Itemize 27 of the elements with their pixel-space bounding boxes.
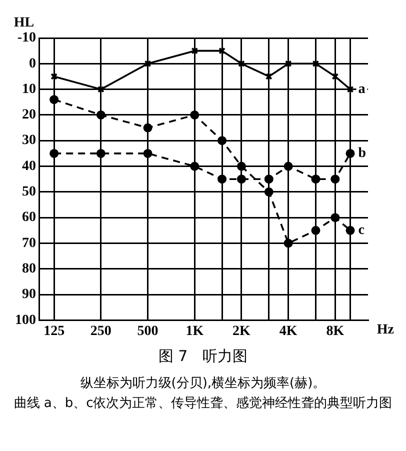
y-tick-label: -10	[17, 30, 36, 46]
x-tick-label: 125	[44, 324, 65, 340]
y-tick-label: 90	[22, 287, 36, 302]
x-tick-label: 4K	[279, 324, 298, 340]
y-tick-label: 80	[22, 262, 36, 276]
y-tick-label: 50	[22, 184, 36, 200]
text: 曲线 a、b、c依次为正常、传导性聋、感觉神经性聋的典型听力图	[12, 395, 394, 412]
text: 图 7 听力图	[157, 347, 249, 366]
text: 纵坐标为听力级(分贝),横坐标为频率(赫)。	[79, 375, 327, 392]
y-tick-label: 60	[22, 210, 36, 226]
x-tick-label: 8K	[326, 324, 344, 340]
x-tick-label: 2K	[232, 324, 251, 340]
series-label: a	[358, 82, 366, 97]
y-tick-label: 20	[22, 108, 36, 123]
x-axis-title: Hz	[376, 322, 394, 338]
y-tick-label: 10	[22, 82, 36, 97]
series-label: c	[358, 223, 364, 238]
y-tick-label: 100	[15, 312, 36, 328]
y-tick-label: 40	[22, 158, 36, 174]
y-tick-label: 70	[22, 236, 36, 251]
series-label: b	[358, 146, 366, 162]
x-tick-label: 1K	[186, 324, 204, 340]
y-axis-title: HL	[14, 16, 34, 31]
x-tick-label: 500	[137, 324, 158, 340]
y-tick-label: 30	[22, 133, 36, 148]
y-tick-label: 0	[29, 56, 36, 72]
x-tick-label: 250	[90, 324, 112, 340]
